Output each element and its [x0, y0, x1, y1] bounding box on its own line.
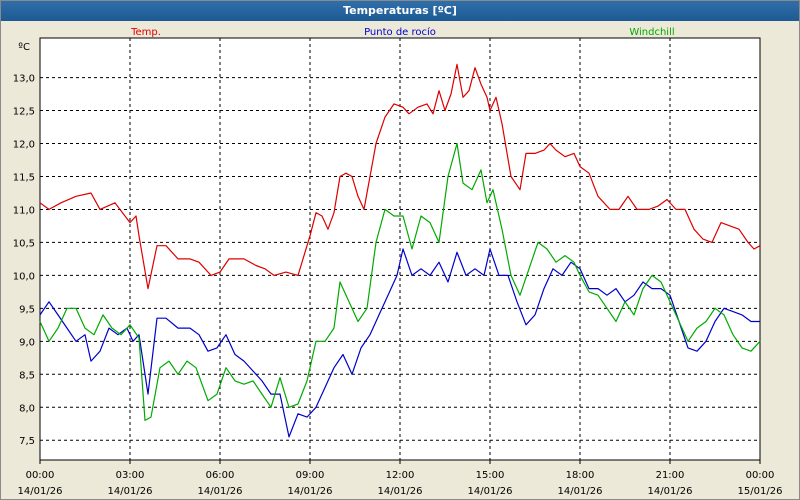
x-tick-time: 12:00	[386, 470, 415, 481]
y-tick-label: 8,5	[19, 370, 35, 381]
x-tick-time: 06:00	[206, 470, 235, 481]
x-tick-time: 21:00	[656, 470, 685, 481]
series-line-1	[39, 63, 761, 290]
x-tick-date: 14/01/26	[18, 486, 63, 497]
y-tick-label: 12,5	[13, 107, 35, 118]
y-tick-label: 9,0	[19, 337, 35, 348]
y-tick-label: 7,5	[19, 436, 35, 447]
series-line-2	[39, 248, 760, 438]
x-tick-time: 00:00	[26, 470, 55, 481]
window-title: Temperaturas [ºC]	[1, 1, 799, 21]
y-tick-label: 11,5	[13, 172, 35, 183]
x-tick-date: 14/01/26	[288, 486, 333, 497]
legend-entry-1: Temp.	[130, 27, 161, 38]
series-line-3	[39, 142, 761, 421]
x-tick-date: 14/01/26	[558, 486, 603, 497]
x-tick-time: 18:00	[566, 470, 595, 481]
x-tick-date: 14/01/26	[648, 486, 693, 497]
y-tick-label: 11,0	[13, 205, 35, 216]
x-tick-time: 00:00	[746, 470, 775, 481]
x-tick-time: 09:00	[296, 470, 325, 481]
y-tick-label: 9,5	[19, 304, 35, 315]
y-tick-label: 12,0	[13, 140, 35, 151]
x-tick-date: 14/01/26	[108, 486, 153, 497]
y-tick-label: 10,0	[13, 271, 35, 282]
y-tick-label: 8,0	[19, 403, 35, 414]
y-tick-label: 10,5	[13, 238, 35, 249]
y-tick-label: 13,0	[13, 74, 35, 85]
legend-entry-2: Punto de rocío	[364, 26, 436, 38]
x-tick-date: 14/01/26	[198, 486, 243, 497]
y-axis-label: ºC	[18, 42, 30, 53]
x-tick-date: 14/01/26	[378, 486, 423, 497]
x-tick-date: 15/01/26	[738, 486, 783, 497]
x-tick-date: 14/01/26	[468, 486, 513, 497]
legend-entry-3: Windchill	[629, 27, 674, 38]
x-tick-time: 03:00	[116, 470, 145, 481]
x-tick-time: 15:00	[476, 470, 505, 481]
